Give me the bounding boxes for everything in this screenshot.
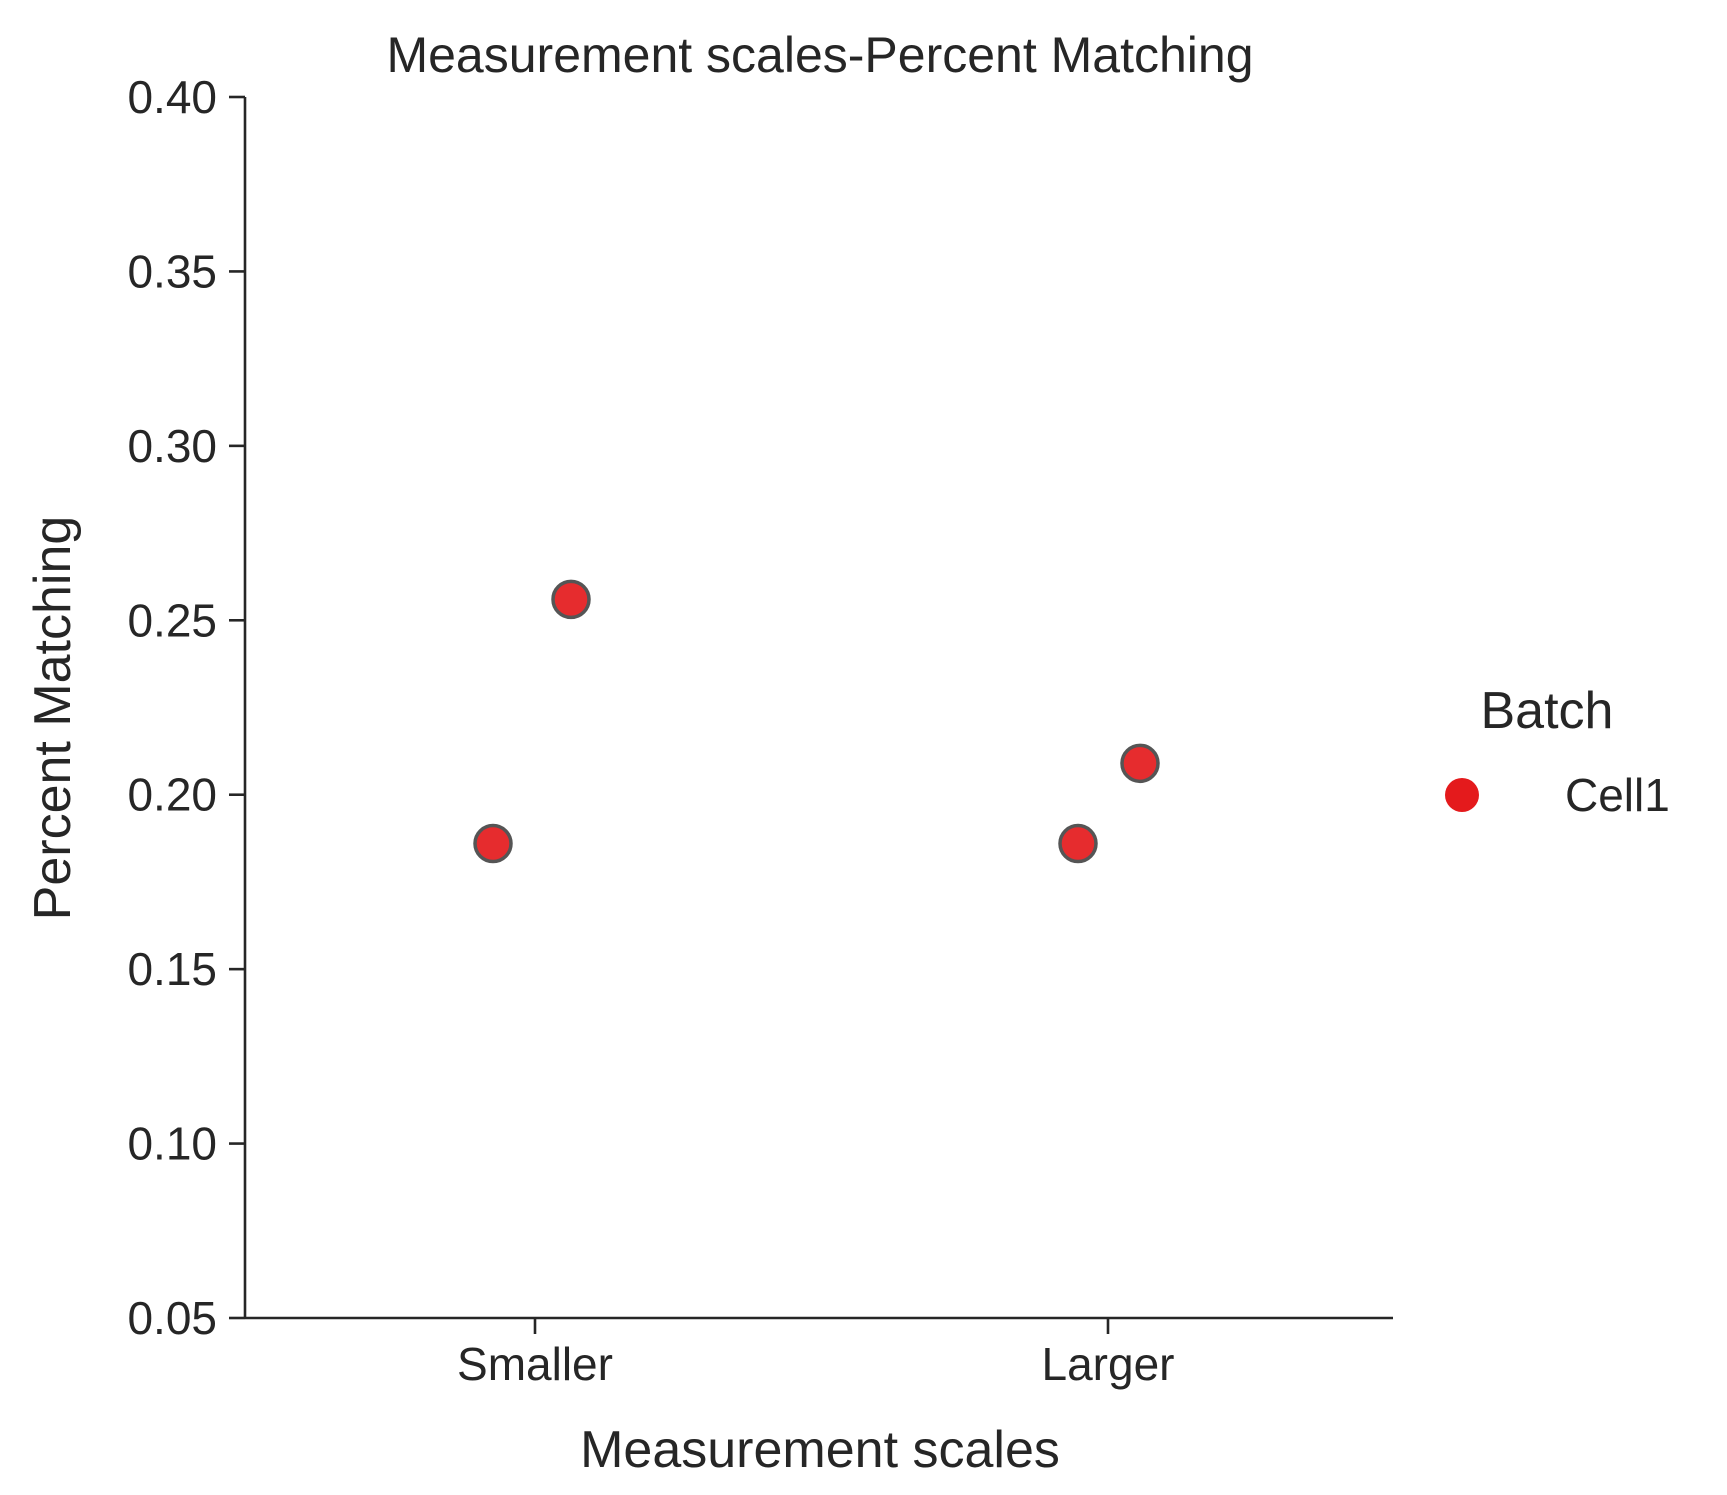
x-tick-label: Smaller xyxy=(457,1338,613,1390)
data-point xyxy=(1058,823,1098,864)
y-tick-label: 0.35 xyxy=(127,245,217,297)
y-tick-label: 0.40 xyxy=(127,71,217,123)
x-axis: Smaller Larger xyxy=(245,1316,1393,1390)
chart-title: Measurement scales-Percent Matching xyxy=(386,27,1253,83)
y-tick-label: 0.05 xyxy=(127,1292,217,1344)
y-axis-title: Percent Matching xyxy=(24,516,82,921)
legend-label: Cell1 xyxy=(1565,769,1670,821)
legend-entries: Cell1 xyxy=(1445,769,1670,821)
y-tick-label: 0.30 xyxy=(127,420,217,472)
legend-title: Batch xyxy=(1481,682,1614,740)
x-axis-title: Measurement scales xyxy=(580,1421,1060,1479)
data-point xyxy=(551,579,591,620)
data-point xyxy=(473,823,513,864)
y-axis: 0.05 0.10 0.15 0.20 0.25 0.30 0.35 0.40 xyxy=(127,71,247,1344)
y-tick-label: 0.25 xyxy=(127,594,217,646)
y-tick-label: 0.20 xyxy=(127,769,217,821)
data-point xyxy=(1120,743,1160,784)
legend: Batch Cell1 xyxy=(1445,682,1670,821)
data-points xyxy=(473,579,1160,864)
legend-marker xyxy=(1445,778,1479,812)
x-tick-label: Larger xyxy=(1042,1338,1175,1390)
y-tick-label: 0.15 xyxy=(127,943,217,995)
y-tick-label: 0.10 xyxy=(127,1118,217,1170)
